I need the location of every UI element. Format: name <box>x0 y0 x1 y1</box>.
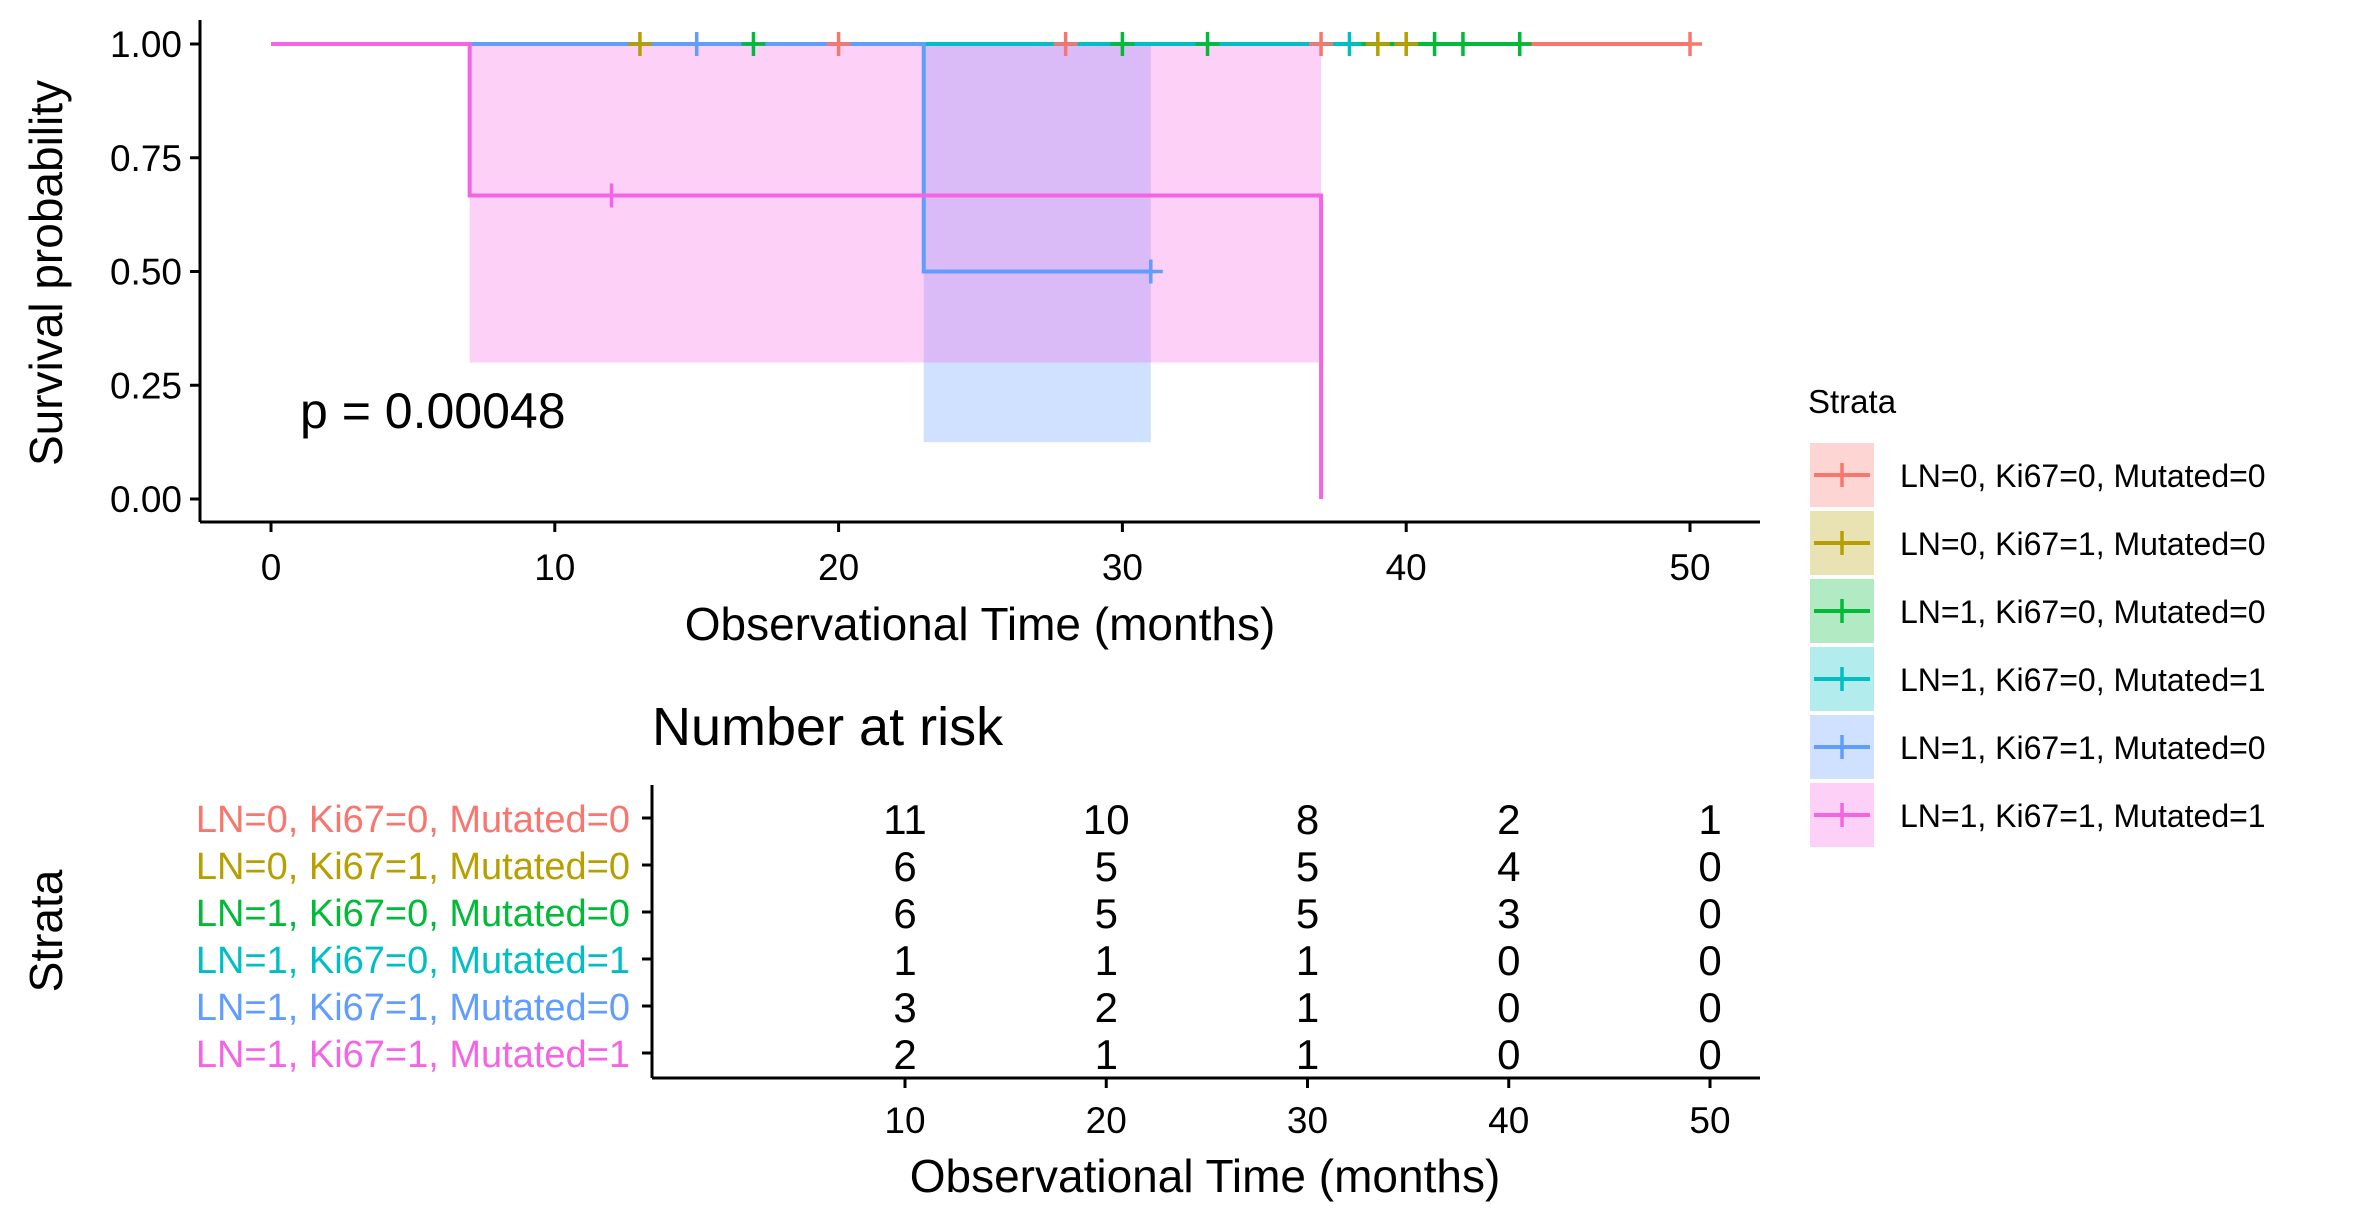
risk-count-4-2: 1 <box>1095 937 1118 984</box>
censor-mark-6-1 <box>599 183 624 208</box>
legend-label-1: LN=0, Ki67=0, Mutated=0 <box>1900 458 2266 494</box>
p-value-annotation: p = 0.00048 <box>300 383 566 439</box>
km-y-tick-label-2: 0.25 <box>110 365 182 406</box>
risk-count-5-1: 3 <box>893 984 916 1031</box>
legend-label-5: LN=1, Ki67=1, Mutated=0 <box>1900 730 2266 766</box>
km-y-tick-label-4: 0.75 <box>110 138 182 179</box>
risk-count-6-4: 0 <box>1497 1031 1520 1078</box>
risk-count-1-4: 2 <box>1497 796 1520 843</box>
risk-count-3-2: 5 <box>1095 890 1118 937</box>
legend-label-6: LN=1, Ki67=1, Mutated=1 <box>1900 798 2266 834</box>
censor-mark-4-1 <box>1337 32 1362 56</box>
risk-count-5-2: 2 <box>1095 984 1118 1031</box>
censor-mark-3-4 <box>1422 32 1447 56</box>
ci-band-5-1 <box>923 44 1151 443</box>
risk-count-3-3: 5 <box>1296 890 1319 937</box>
censor-mark-1-4 <box>1678 32 1702 56</box>
risk-x-axis-label: Observational Time (months) <box>910 1150 1501 1202</box>
legend: Strata LN=0, Ki67=0, Mutated=0 LN=0, Ki67=… <box>1808 383 2266 847</box>
km-y-tick-label-1: 0.00 <box>110 479 182 520</box>
censor-mark-3-1 <box>741 32 766 56</box>
legend-label-3: LN=1, Ki67=0, Mutated=0 <box>1900 594 2266 630</box>
risk-count-1-5: 1 <box>1698 796 1721 843</box>
risk-count-4-5: 0 <box>1698 937 1721 984</box>
km-x-axis-label: Observational Time (months) <box>685 598 1276 650</box>
censor-mark-5-1 <box>684 32 709 56</box>
legend-title: Strata <box>1808 383 1897 420</box>
censor-mark-3-5 <box>1450 32 1475 56</box>
survival-curve-5 <box>271 42 1151 274</box>
ci-band-6-1 <box>469 44 1322 363</box>
censor-mark-3-6 <box>1507 32 1532 56</box>
risk-count-2-2: 5 <box>1095 843 1118 890</box>
risk-count-6-3: 1 <box>1296 1031 1319 1078</box>
risk-count-3-5: 0 <box>1698 890 1721 937</box>
km-x-tick-label-3: 20 <box>818 547 859 588</box>
risk-count-4-4: 0 <box>1497 937 1520 984</box>
risk-count-3-1: 6 <box>893 890 916 937</box>
censor-mark-1-3 <box>1309 32 1334 56</box>
km-y-tick-label-3: 0.50 <box>110 252 182 293</box>
risk-count-2-4: 4 <box>1497 843 1520 890</box>
survival-curve-6 <box>271 42 1324 499</box>
legend-label-2: LN=0, Ki67=1, Mutated=0 <box>1900 526 2266 562</box>
risk-table-title: Number at risk <box>652 697 1004 757</box>
censor-mark-3-2 <box>1110 32 1135 56</box>
censor-mark-1-2 <box>1053 32 1078 56</box>
censor-mark-3-3 <box>1195 32 1220 56</box>
censor-mark-2-3 <box>1394 32 1419 56</box>
censor-mark-2-1 <box>627 32 652 56</box>
risk-x-tick-label-2: 20 <box>1086 1100 1127 1141</box>
km-x-tick-label-2: 10 <box>534 547 575 588</box>
risk-count-1-3: 8 <box>1296 796 1319 843</box>
risk-row-label-5: LN=1, Ki67=1, Mutated=0 <box>196 987 630 1029</box>
risk-count-4-3: 1 <box>1296 937 1319 984</box>
censor-mark-2-2 <box>1365 32 1390 56</box>
risk-row-label-3: LN=1, Ki67=0, Mutated=0 <box>196 893 630 935</box>
km-x-tick-label-6: 50 <box>1669 547 1710 588</box>
risk-x-tick-label-3: 30 <box>1287 1100 1328 1141</box>
censor-mark-1-1 <box>826 32 851 56</box>
risk-count-1-2: 10 <box>1083 796 1130 843</box>
risk-count-2-5: 0 <box>1698 843 1721 890</box>
risk-y-axis-label: Strata <box>20 869 72 992</box>
kaplan-meier-plot: 0.00 0.25 0.50 0.75 1.00 0 10 20 30 40 50 Observati… <box>20 20 1760 650</box>
km-x-tick-label-1: 0 <box>261 547 282 588</box>
risk-count-2-3: 5 <box>1296 843 1319 890</box>
risk-row-label-4: LN=1, Ki67=0, Mutated=1 <box>196 940 630 982</box>
risk-x-tick-label-4: 40 <box>1488 1100 1529 1141</box>
risk-count-5-5: 0 <box>1698 984 1721 1031</box>
risk-count-5-4: 0 <box>1497 984 1520 1031</box>
risk-x-tick-label-1: 10 <box>884 1100 925 1141</box>
km-x-tick-label-4: 30 <box>1102 547 1143 588</box>
risk-count-4-1: 1 <box>893 937 916 984</box>
risk-row-label-2: LN=0, Ki67=1, Mutated=0 <box>196 846 630 888</box>
km-y-axis-label: Survival probability <box>20 80 72 466</box>
risk-x-tick-label-5: 50 <box>1689 1100 1730 1141</box>
risk-count-1-1: 11 <box>883 796 927 843</box>
km-x-tick-label-5: 40 <box>1386 547 1427 588</box>
km-y-tick-label-5: 1.00 <box>110 24 182 65</box>
risk-count-5-3: 1 <box>1296 984 1319 1031</box>
risk-count-3-4: 3 <box>1497 890 1520 937</box>
risk-count-6-5: 0 <box>1698 1031 1721 1078</box>
legend-label-4: LN=1, Ki67=0, Mutated=1 <box>1900 662 2266 698</box>
risk-row-label-1: LN=0, Ki67=0, Mutated=0 <box>196 799 630 841</box>
risk-row-label-6: LN=1, Ki67=1, Mutated=1 <box>196 1034 630 1076</box>
censor-mark-5-2 <box>1138 259 1163 284</box>
risk-count-6-2: 1 <box>1095 1031 1118 1078</box>
risk-count-2-1: 6 <box>893 843 916 890</box>
risk-count-6-1: 2 <box>893 1031 916 1078</box>
